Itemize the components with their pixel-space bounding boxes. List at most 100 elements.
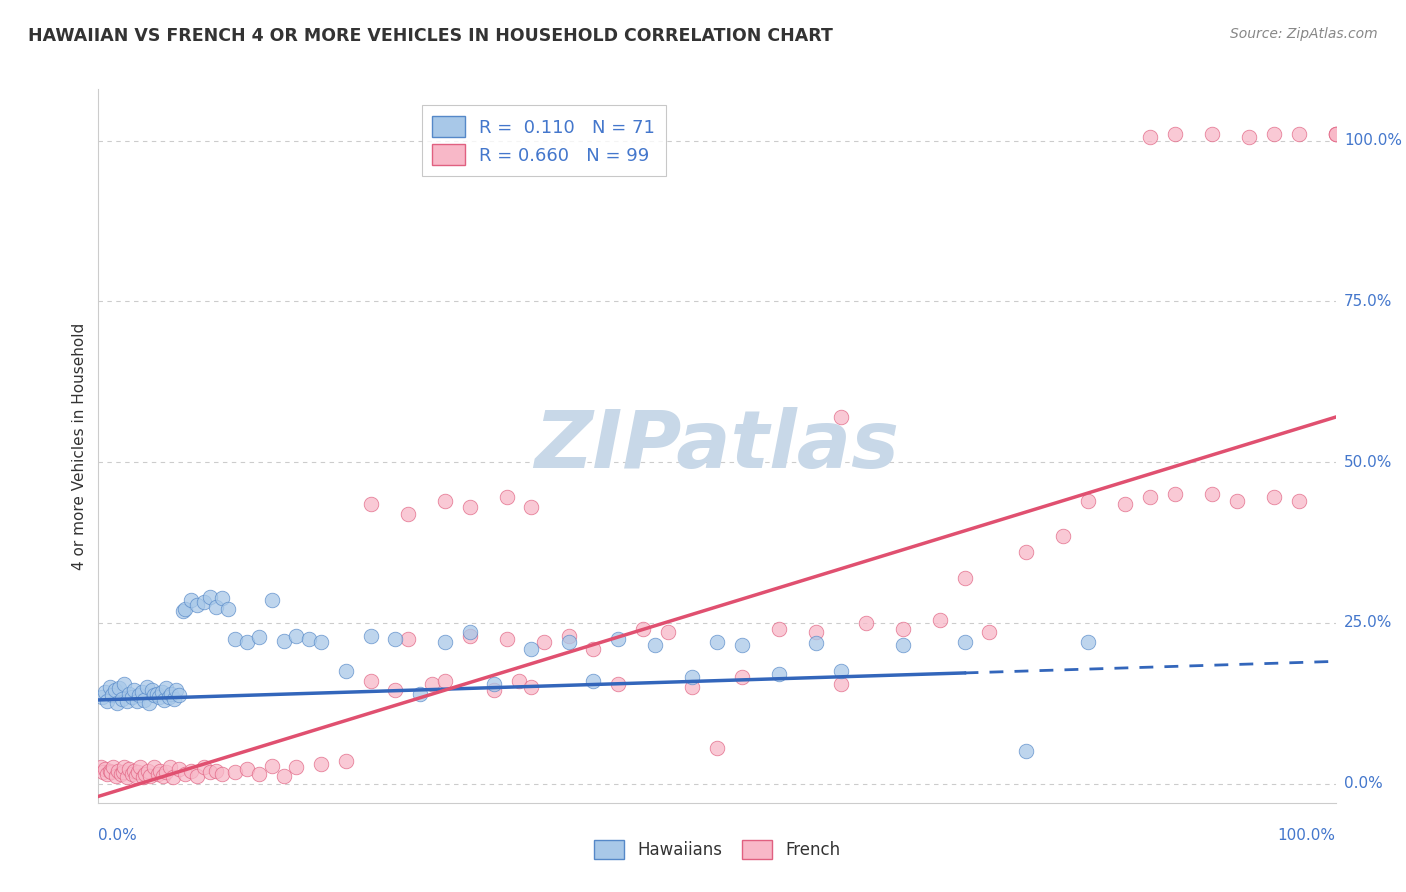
Point <box>155 764 177 779</box>
Point <box>520 500 543 514</box>
Point <box>360 629 382 643</box>
Point <box>121 690 143 704</box>
Point <box>433 673 456 688</box>
Point <box>112 677 135 691</box>
Point <box>115 770 138 784</box>
Point <box>211 767 233 781</box>
Point <box>582 673 605 688</box>
Point <box>186 769 208 783</box>
Point <box>124 683 146 698</box>
Point <box>224 764 246 779</box>
Point <box>731 638 754 652</box>
Point <box>1324 127 1347 141</box>
Point <box>135 680 157 694</box>
Point <box>193 760 215 774</box>
Point <box>928 613 950 627</box>
Point <box>273 633 295 648</box>
Point <box>607 677 630 691</box>
Point <box>484 683 506 698</box>
Point <box>90 760 112 774</box>
Point <box>706 741 728 756</box>
Point <box>1015 744 1038 758</box>
Y-axis label: 4 or more Vehicles in Household: 4 or more Vehicles in Household <box>72 322 87 570</box>
Text: 25.0%: 25.0% <box>1344 615 1392 631</box>
Point <box>260 593 283 607</box>
Point <box>205 599 228 614</box>
Text: 75.0%: 75.0% <box>1344 293 1392 309</box>
Point <box>1201 487 1223 501</box>
Point <box>891 638 914 652</box>
Point <box>118 686 141 700</box>
Point <box>360 497 382 511</box>
Point <box>134 767 156 781</box>
Point <box>830 664 852 678</box>
Text: Source: ZipAtlas.com: Source: ZipAtlas.com <box>1230 27 1378 41</box>
Point <box>953 635 976 649</box>
Point <box>1077 635 1099 649</box>
Point <box>1288 493 1310 508</box>
Point <box>1263 491 1285 505</box>
Point <box>273 769 295 783</box>
Text: 100.0%: 100.0% <box>1344 133 1402 148</box>
Point <box>681 670 703 684</box>
Text: 0.0%: 0.0% <box>98 828 138 843</box>
Point <box>1139 130 1161 145</box>
Point <box>1077 493 1099 508</box>
Point <box>93 685 115 699</box>
Point <box>118 763 141 777</box>
Point <box>110 767 132 781</box>
Text: 100.0%: 100.0% <box>1278 828 1336 843</box>
Point <box>520 641 543 656</box>
Point <box>160 686 183 700</box>
Point <box>396 632 419 646</box>
Point <box>104 769 127 783</box>
Point <box>309 635 332 649</box>
Point <box>224 632 246 646</box>
Point <box>153 693 176 707</box>
Point <box>1201 127 1223 141</box>
Point <box>136 764 159 778</box>
Point <box>1052 529 1074 543</box>
Point <box>159 760 181 774</box>
Point <box>131 685 153 699</box>
Point <box>98 680 121 694</box>
Point <box>93 763 115 777</box>
Point <box>495 491 517 505</box>
Point <box>804 636 827 650</box>
Point <box>103 683 125 698</box>
Point <box>1324 127 1347 141</box>
Point <box>768 667 790 681</box>
Point <box>557 635 579 649</box>
Point <box>891 622 914 636</box>
Point <box>146 767 169 781</box>
Point <box>124 769 146 783</box>
Point <box>657 625 679 640</box>
Point <box>706 635 728 649</box>
Point <box>298 632 321 646</box>
Point <box>285 629 308 643</box>
Point <box>855 615 877 630</box>
Point <box>360 673 382 688</box>
Point <box>557 629 579 643</box>
Point <box>396 507 419 521</box>
Point <box>830 677 852 691</box>
Point <box>180 764 202 778</box>
Point <box>731 670 754 684</box>
Point <box>247 630 270 644</box>
Point <box>607 632 630 646</box>
Point <box>167 763 190 777</box>
Point <box>484 677 506 691</box>
Point <box>631 622 654 636</box>
Point <box>681 680 703 694</box>
Point <box>285 760 308 774</box>
Point <box>433 635 456 649</box>
Point <box>165 682 187 697</box>
Point <box>205 764 228 778</box>
Point <box>409 686 432 700</box>
Point <box>830 410 852 425</box>
Point <box>112 764 135 779</box>
Point <box>186 598 208 612</box>
Point <box>247 767 270 781</box>
Point <box>105 696 128 710</box>
Point <box>508 673 530 688</box>
